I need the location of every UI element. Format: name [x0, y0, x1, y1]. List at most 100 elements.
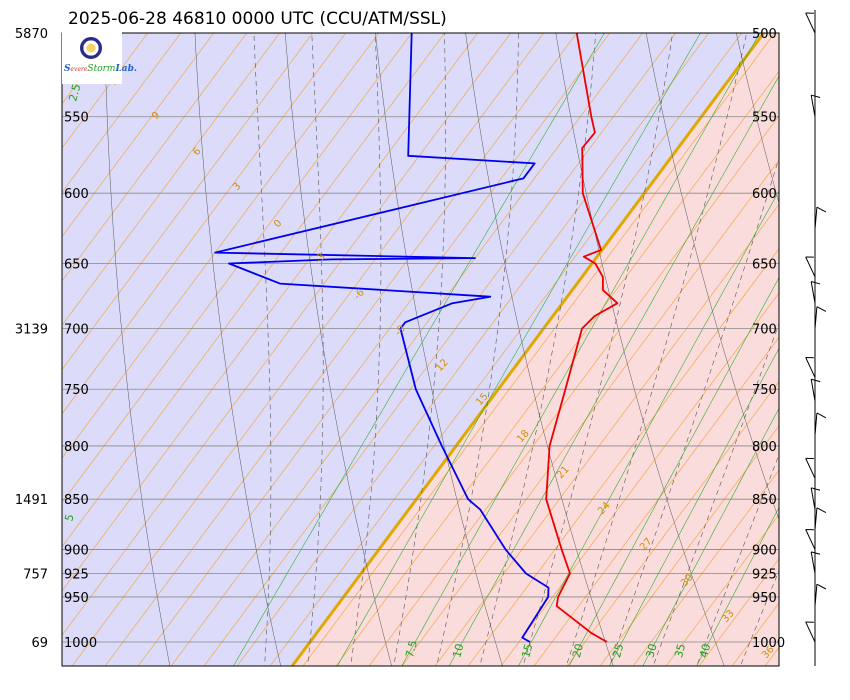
isotherm-line — [778, 0, 850, 693]
mixing-ratio-label: 30 — [644, 642, 660, 659]
storm-lab-logo: SevereStormLab. — [62, 32, 137, 84]
dry-adiabat — [465, 33, 614, 666]
isotherm-line — [467, 248, 779, 666]
chart-title: 2025-06-28 46810 0000 UTC (CCU/ATM/SSL) — [68, 9, 447, 29]
mixing-ratio-line — [401, 33, 761, 666]
mixing-ratio-label: 2.5 — [66, 83, 83, 103]
logo-letter: S — [64, 64, 71, 74]
isotherm-line — [62, 33, 347, 415]
pressure-label-left: 800 — [64, 440, 89, 455]
moist-adiabat — [696, 453, 779, 666]
mixing-ratio-label: 15 — [519, 642, 535, 659]
moist-adiabat — [565, 33, 748, 666]
wind-barb-flag — [816, 206, 827, 213]
pressure-label-right: 900 — [752, 543, 777, 558]
isotherm-line — [62, 33, 281, 326]
isotherm-line — [434, 203, 779, 666]
isotherm-line — [401, 159, 779, 666]
logo-wordmark: SevereStormLab. — [64, 64, 137, 74]
moist-adiabat — [307, 33, 324, 666]
pressure-label-left: 900 — [64, 543, 89, 558]
dry-adiabat — [14, 0, 63, 693]
mixing-ratio-label: 40 — [697, 642, 713, 659]
mixing-ratio-label: 7.5 — [403, 639, 420, 659]
height-label: 1491 — [15, 493, 48, 508]
mixing-ratio-label: 5 — [62, 513, 76, 523]
wind-barb — [810, 487, 816, 510]
isotherm-line — [368, 115, 779, 666]
isotherm-line — [62, 33, 182, 193]
pressure-label-right: 925 — [752, 568, 777, 583]
university-seal-icon — [80, 37, 102, 59]
dewpoint-profile — [214, 33, 550, 643]
mixing-ratio-label: 10 — [450, 642, 466, 659]
isotherm-line — [566, 381, 779, 666]
zero-isotherm — [290, 33, 766, 666]
isotherm-line — [62, 33, 248, 282]
isotherm-line — [203, 33, 677, 666]
pressure-label-left: 950 — [64, 591, 89, 606]
isotherm-line — [236, 33, 710, 666]
wind-barb-flag — [811, 487, 821, 491]
dry-adiabat — [736, 33, 779, 204]
isotherm-line — [269, 33, 743, 666]
wind-barb — [814, 306, 818, 329]
isotherm-line — [62, 33, 314, 371]
wind-barb-flag — [811, 378, 821, 383]
isotherm-line — [170, 33, 644, 666]
pressure-label-left: 925 — [64, 568, 89, 583]
mixing-ratio-line — [448, 75, 779, 666]
cold-region — [62, 33, 764, 666]
sounding-profiles — [214, 33, 619, 643]
axis-labels: 500 550 550 600 600 650 650 700 700 750 750 800 800 8… — [15, 27, 785, 661]
logo-storm: Storm — [87, 64, 116, 74]
wind-barb — [814, 584, 818, 607]
height-label: 757 — [23, 568, 48, 583]
isotherm-line — [335, 71, 779, 666]
pressure-label-left: 750 — [64, 383, 89, 398]
isotherm-line — [137, 33, 611, 666]
wind-barb — [814, 507, 818, 530]
temperature-profile — [545, 33, 619, 643]
logo-severe: evere — [70, 66, 88, 73]
height-label: 5870 — [15, 27, 48, 42]
wind-barb — [814, 412, 818, 435]
dry-adiabat — [375, 33, 503, 666]
pressure-label-left: 1000 — [64, 636, 97, 651]
mixing-ratio-line — [336, 33, 701, 666]
pressure-label-left: 700 — [64, 323, 89, 338]
dry-adiabat — [818, 0, 850, 693]
isotherm-line — [62, 33, 413, 503]
mixing-ratio-line — [233, 33, 605, 666]
dry-adiabat — [194, 33, 282, 666]
wind-barb — [805, 12, 816, 34]
wind-barb-flag — [816, 583, 827, 590]
pressure-label-right: 950 — [752, 591, 777, 606]
wind-barb-flag — [811, 551, 821, 555]
wind-barb — [810, 551, 816, 574]
wind-barb — [805, 458, 816, 479]
pressure-label-right: 700 — [752, 323, 777, 338]
moist-adiabat — [522, 33, 673, 666]
isotherm-line — [62, 33, 215, 238]
height-label: 3139 — [15, 323, 48, 338]
logo-lab: Lab. — [115, 64, 138, 74]
pressure-label-right: 550 — [752, 111, 777, 126]
wind-barb-flag — [816, 412, 827, 419]
plot-frame — [61, 32, 780, 667]
dry-adiabat — [104, 33, 171, 666]
background-regions — [62, 33, 779, 666]
wind-barb — [814, 207, 818, 230]
pressure-label-left: 600 — [64, 187, 89, 202]
moist-adiabat — [393, 33, 446, 666]
dry-adiabat — [555, 33, 725, 666]
wind-barb — [810, 379, 816, 401]
pressure-label-right: 500 — [752, 27, 777, 42]
isotherm-line — [71, 33, 545, 666]
moist-adiabat — [652, 322, 779, 666]
height-label: 69 — [31, 636, 48, 651]
pressure-label-left: 850 — [64, 493, 89, 508]
mixing-ratio-label: 25 — [610, 642, 626, 659]
isotherm-line — [62, 33, 380, 459]
wind-barb — [805, 529, 816, 550]
